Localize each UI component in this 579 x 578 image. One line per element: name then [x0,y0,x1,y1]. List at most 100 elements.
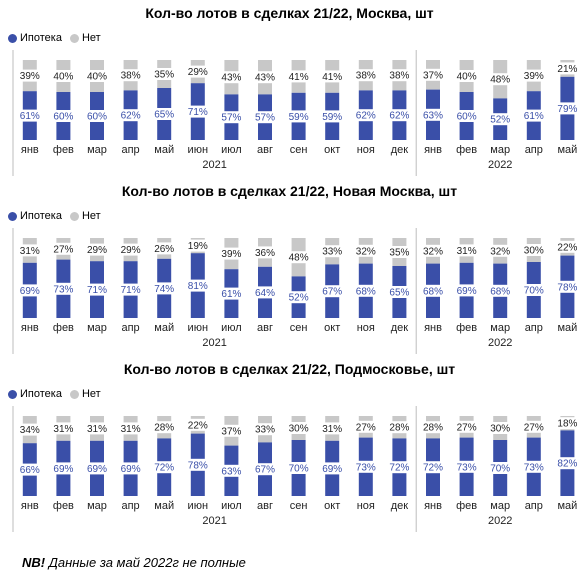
data-label-mortgage-bg [16,284,43,297]
data-label-mortgage-bg [16,109,43,122]
data-label-other: 31% [87,424,107,435]
year-label: 2022 [488,159,512,171]
data-label-other-bg [554,417,579,430]
data-label-mortgage: 60% [457,112,477,123]
data-label-other-bg [151,421,178,434]
data-label-mortgage-bg [319,110,346,123]
data-label-mortgage-bg [84,462,110,475]
data-label-other: 27% [524,422,544,433]
data-label-other: 32% [356,246,376,257]
data-label-mortgage: 69% [457,286,477,297]
data-label-other-bg [520,244,547,256]
data-label-other: 29% [121,245,141,256]
x-tick-label: ноя [357,322,375,334]
data-label-mortgage-bg [117,283,144,296]
data-label-other-bg [520,420,547,433]
data-label-mortgage: 64% [255,288,275,299]
data-label-mortgage: 66% [20,465,40,476]
data-label-mortgage-bg [420,284,446,297]
data-label-other: 19% [188,241,208,252]
x-tick-label: апр [525,144,543,156]
data-label-mortgage-bg [453,460,480,473]
x-tick-label: июл [221,322,242,334]
data-label-other-bg [50,242,77,255]
data-label-other: 18% [557,419,577,430]
data-label-other-bg [16,69,43,82]
x-tick-label: дек [391,144,409,156]
data-label-mortgage: 71% [87,285,107,296]
x-tick-label: окт [324,322,340,334]
data-label-other: 38% [121,71,141,82]
legend-item-mortgage: Ипотека [8,210,62,222]
data-label-mortgage: 65% [154,110,174,121]
data-label-other-bg [184,65,211,78]
data-label-mortgage-bg [453,284,480,297]
x-tick-label: авг [257,144,273,156]
data-label-mortgage: 73% [457,462,477,473]
data-label-mortgage-bg [554,102,579,115]
x-tick-label: май [557,500,577,512]
x-tick-label: фев [456,322,477,334]
legend: Ипотека Нет [8,387,109,401]
data-label-other-bg [487,73,514,86]
data-label-mortgage: 73% [53,284,73,295]
legend-swatch-other [69,389,79,399]
data-label-mortgage: 67% [255,465,275,476]
legend-label-other: Нет [81,388,101,400]
data-label-other: 35% [389,248,409,259]
data-label-other-bg [352,420,379,433]
data-label-other: 43% [255,73,275,84]
legend-label-other: Нет [81,210,101,222]
legend-item-other: Нет [69,210,101,222]
data-label-mortgage: 78% [557,282,577,293]
data-label-other: 39% [524,71,544,82]
data-label-other-bg [184,418,211,431]
data-label-mortgage: 57% [221,113,241,124]
data-label-other: 30% [289,424,309,435]
data-label-mortgage-bg [50,462,77,475]
data-label-other-bg [50,70,77,82]
data-label-other: 22% [188,420,208,431]
data-label-mortgage: 73% [356,462,376,473]
data-label-mortgage: 69% [20,286,40,297]
x-tick-label: май [154,144,174,156]
data-label-mortgage: 68% [423,286,443,297]
x-tick-label: сен [290,322,308,334]
data-label-other: 39% [221,249,241,260]
x-tick-label: ноя [357,500,375,512]
data-label-mortgage: 68% [356,286,376,297]
data-label-mortgage: 60% [53,112,73,123]
data-label-other-bg [252,246,278,259]
data-label-other: 31% [53,424,73,435]
data-label-other-bg [252,71,278,84]
x-tick-label: май [557,144,577,156]
data-label-mortgage: 72% [423,463,443,474]
data-label-other-bg [554,62,579,75]
x-tick-label: дек [391,500,409,512]
data-label-mortgage: 61% [20,111,40,122]
x-tick-label: мар [490,144,510,156]
data-label-other: 41% [322,72,342,83]
x-tick-label: июн [188,322,208,334]
data-label-other-bg [285,251,312,264]
legend: Ипотека Нет [8,31,109,45]
data-label-mortgage-bg [151,461,178,474]
data-label-mortgage-bg [50,282,77,295]
legend-swatch-other [69,33,79,43]
year-label: 2021 [202,159,226,171]
data-label-other-bg [352,69,379,82]
data-label-other-bg [16,423,43,436]
x-tick-label: сен [290,500,308,512]
data-label-other: 30% [490,424,510,435]
x-tick-label: янв [21,500,39,512]
x-tick-label: июл [221,500,242,512]
data-label-mortgage: 73% [524,462,544,473]
data-label-mortgage-bg [554,280,579,293]
data-label-mortgage: 61% [221,289,241,300]
data-label-other: 31% [457,246,477,257]
data-label-other: 22% [557,242,577,253]
legend-item-other: Нет [69,32,101,44]
x-tick-label: фев [53,500,74,512]
legend-item-mortgage: Ипотека [8,32,62,44]
data-label-other-bg [319,245,346,258]
